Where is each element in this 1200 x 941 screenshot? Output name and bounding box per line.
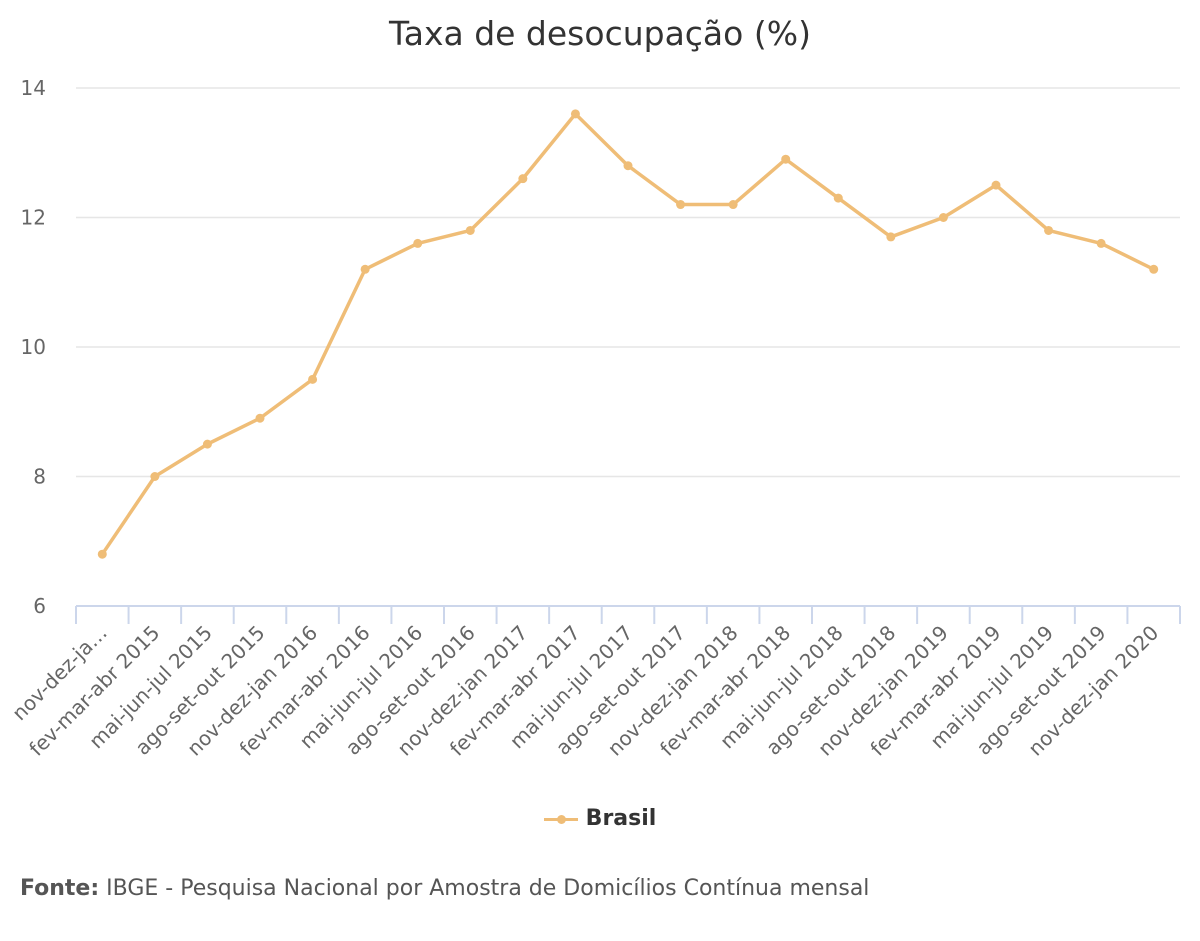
- y-axis-tick-labels: 6 8 10 12 14: [21, 76, 46, 618]
- data-point[interactable]: [1096, 238, 1106, 248]
- data-point[interactable]: [150, 472, 160, 481]
- data-point[interactable]: [886, 232, 896, 242]
- series-brasil: [97, 109, 1159, 559]
- series-line: [100, 112, 1156, 556]
- data-point[interactable]: [465, 225, 475, 235]
- y-tick-label: 12: [21, 206, 46, 230]
- data-point[interactable]: [728, 200, 738, 210]
- data-point[interactable]: [623, 161, 633, 171]
- data-point[interactable]: [1044, 225, 1054, 235]
- source-note: Fonte: IBGE - Pesquisa Nacional por Amos…: [20, 876, 869, 901]
- data-point[interactable]: [676, 200, 686, 210]
- legend-label: Brasil: [585, 806, 657, 831]
- data-point[interactable]: [781, 154, 791, 164]
- y-tick-label: 8: [33, 465, 46, 489]
- data-point[interactable]: [833, 193, 843, 203]
- data-point[interactable]: [991, 180, 1001, 190]
- source-prefix: Fonte:: [20, 876, 100, 901]
- x-axis: [75, 605, 1181, 624]
- data-point[interactable]: [413, 238, 423, 248]
- data-point[interactable]: [518, 174, 528, 184]
- data-point[interactable]: [308, 374, 318, 384]
- data-point[interactable]: [938, 213, 948, 222]
- data-point[interactable]: [570, 109, 580, 119]
- data-point[interactable]: [202, 439, 212, 449]
- legend[interactable]: Brasil: [0, 806, 1200, 831]
- grid-lines: [76, 87, 1180, 478]
- data-point[interactable]: [255, 413, 265, 423]
- y-tick-label: 6: [33, 594, 46, 618]
- legend-symbol-icon: [543, 811, 578, 827]
- y-tick-label: 14: [21, 76, 46, 100]
- data-point[interactable]: [97, 549, 107, 559]
- chart-title: Taxa de desocupação (%): [389, 14, 811, 53]
- data-point[interactable]: [360, 264, 370, 274]
- source-text: IBGE - Pesquisa Nacional por Amostra de …: [99, 876, 870, 901]
- y-tick-label: 10: [21, 335, 46, 359]
- data-point[interactable]: [1149, 264, 1159, 274]
